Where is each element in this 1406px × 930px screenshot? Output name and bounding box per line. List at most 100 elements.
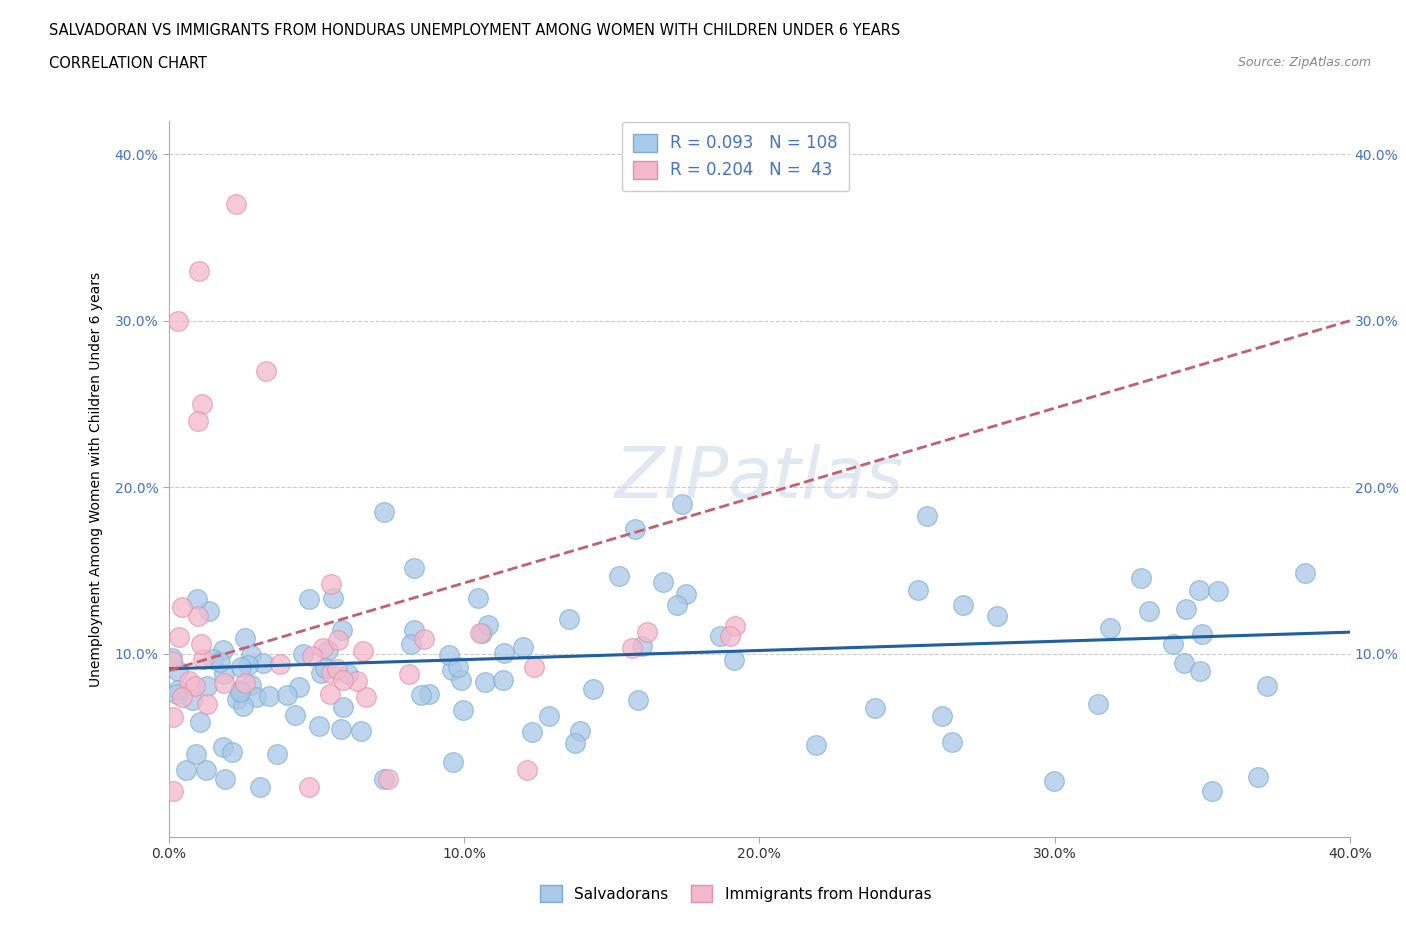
Point (718, 629, 741, 644)
Point (451, 702, 474, 717)
Point (190, 637, 212, 652)
Point (723, 653, 745, 668)
Point (166, 313, 188, 328)
Point (233, 676, 256, 691)
Point (373, 771, 395, 786)
Point (523, 659, 546, 674)
Point (373, 505, 395, 520)
Point (437, 647, 460, 662)
Point (330, 721, 353, 736)
Point (328, 632, 350, 647)
Point (162, 784, 184, 799)
Point (409, 687, 432, 702)
Point (225, 691, 247, 706)
Point (169, 630, 191, 644)
Point (346, 673, 368, 688)
Point (941, 735, 963, 750)
Point (229, 684, 252, 699)
Point (636, 624, 658, 639)
Point (1188, 664, 1211, 679)
Point (314, 660, 336, 675)
Point (467, 591, 489, 605)
Point (399, 637, 422, 652)
Legend: Salvadorans, Immigrants from Honduras: Salvadorans, Immigrants from Honduras (534, 879, 938, 908)
Point (623, 522, 645, 537)
Point (188, 263, 211, 278)
Point (1043, 774, 1066, 789)
Point (450, 673, 472, 688)
Point (1294, 565, 1316, 580)
Point (212, 739, 235, 754)
Point (318, 643, 340, 658)
Point (191, 396, 214, 411)
Point (238, 658, 260, 672)
Point (245, 690, 267, 705)
Point (418, 687, 440, 702)
Point (214, 675, 236, 690)
Point (276, 687, 298, 702)
Point (301, 649, 323, 664)
Point (194, 763, 217, 777)
Point (162, 710, 184, 724)
Point (312, 641, 335, 656)
Text: SALVADORAN VS IMMIGRANTS FROM HONDURAS UNEMPLOYMENT AMONG WOMEN WITH CHILDREN UN: SALVADORAN VS IMMIGRANTS FROM HONDURAS U… (49, 23, 900, 38)
Point (225, 197, 247, 212)
Point (284, 708, 307, 723)
Point (198, 604, 221, 618)
Point (231, 659, 253, 674)
Point (1087, 697, 1109, 711)
Point (1247, 770, 1270, 785)
Point (187, 413, 209, 428)
Point (404, 561, 426, 576)
Point (269, 657, 291, 671)
Point (492, 645, 515, 660)
Point (350, 724, 373, 738)
Point (336, 666, 359, 681)
Point (239, 647, 262, 662)
Point (319, 687, 342, 702)
Point (187, 608, 209, 623)
Point (229, 682, 252, 697)
Point (468, 625, 491, 640)
Point (195, 678, 218, 693)
Point (538, 709, 561, 724)
Point (322, 591, 344, 605)
Point (166, 686, 188, 701)
Point (170, 690, 193, 705)
Point (167, 663, 190, 678)
Point (184, 746, 207, 761)
Point (257, 689, 280, 704)
Point (917, 509, 939, 524)
Point (804, 737, 827, 752)
Point (1098, 620, 1121, 635)
Point (630, 639, 652, 654)
Point (266, 746, 288, 761)
Point (298, 591, 321, 606)
Point (254, 364, 277, 379)
Point (709, 628, 731, 643)
Text: CORRELATION CHART: CORRELATION CHART (49, 56, 207, 71)
Point (209, 655, 232, 670)
Point (516, 763, 538, 777)
Point (863, 700, 886, 715)
Point (564, 736, 586, 751)
Point (174, 763, 197, 777)
Point (332, 700, 354, 715)
Point (724, 618, 747, 633)
Point (666, 597, 689, 612)
Point (441, 754, 464, 769)
Point (907, 583, 929, 598)
Point (1206, 584, 1229, 599)
Point (477, 618, 499, 632)
Point (1175, 602, 1198, 617)
Point (558, 612, 581, 627)
Point (221, 744, 243, 759)
Point (191, 651, 214, 666)
Point (492, 672, 515, 687)
Point (1173, 655, 1195, 670)
Point (166, 683, 188, 698)
Point (179, 673, 201, 688)
Point (621, 641, 644, 656)
Point (1161, 636, 1184, 651)
Point (188, 714, 211, 729)
